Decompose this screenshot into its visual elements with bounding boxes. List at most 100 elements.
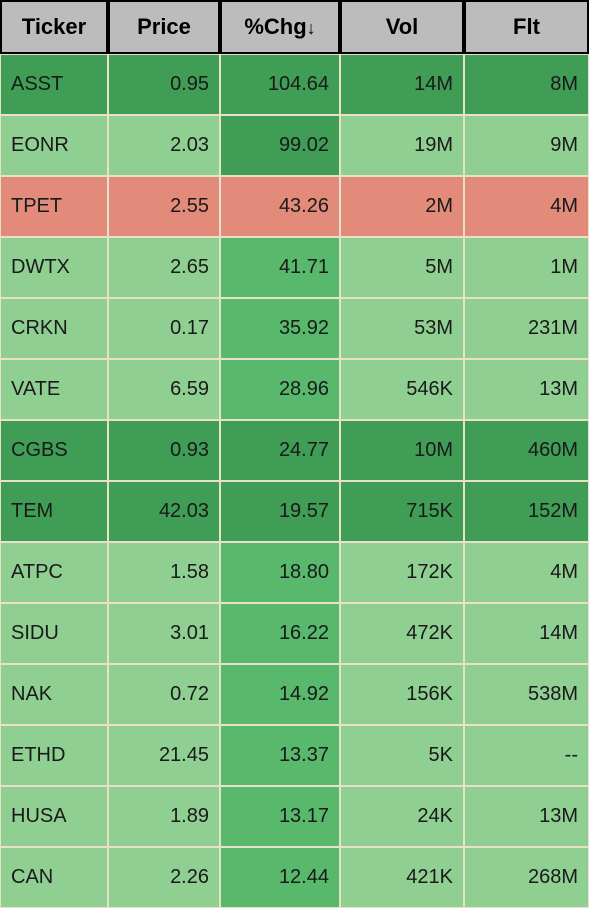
- table-row[interactable]: DWTX2.6541.715M1M: [0, 237, 589, 298]
- vol-value: 2M: [425, 195, 453, 217]
- header-chg[interactable]: %Chg↓: [220, 0, 340, 54]
- chg-cell: 16.22: [220, 603, 340, 664]
- table-row[interactable]: NAK 0.7214.92 156K 538M: [0, 664, 589, 725]
- chg-value: 24.77: [279, 439, 329, 461]
- table-row[interactable]: TEM42.0319.57715K152M: [0, 481, 589, 542]
- flt-value: --: [565, 744, 578, 766]
- chg-cell: 14.92: [220, 664, 340, 725]
- table-row[interactable]: SIDU3.0116.22472K14M: [0, 603, 589, 664]
- flt-cell: 152M: [464, 481, 589, 542]
- price-cell: 1.58: [108, 542, 220, 603]
- flt-cell: 1M: [464, 237, 589, 298]
- chg-cell: 18.80: [220, 542, 340, 603]
- ticker-cell[interactable]: ETHD: [0, 725, 108, 786]
- ticker-cell[interactable]: TEM: [0, 481, 108, 542]
- table-row[interactable]: HUSA1.8913.1724K13M: [0, 786, 589, 847]
- price-cell: 0.72: [108, 664, 220, 725]
- ticker-value: DWTX: [11, 256, 70, 278]
- ticker-value: TEM: [11, 500, 53, 522]
- flt-value: 13M: [539, 378, 578, 400]
- price-value: 0.93: [170, 439, 209, 461]
- ticker-cell[interactable]: VATE: [0, 359, 108, 420]
- ticker-cell[interactable]: DWTX: [0, 237, 108, 298]
- flt-value: 538M: [528, 683, 578, 705]
- header-vol[interactable]: Vol: [340, 0, 464, 54]
- vol-cell: 715K: [340, 481, 464, 542]
- header-row: Ticker Price %Chg↓ Vol Flt: [0, 0, 589, 54]
- table-row[interactable]: CRKN0.1735.9253M231M: [0, 298, 589, 359]
- chg-value: 43.26: [279, 195, 329, 217]
- ticker-cell[interactable]: CAN: [0, 847, 108, 908]
- flt-value: 152M: [528, 500, 578, 522]
- flt-value: 268M: [528, 866, 578, 888]
- price-cell: 2.65: [108, 237, 220, 298]
- ticker-value: VATE: [11, 378, 60, 400]
- header-price-label: Price: [137, 14, 191, 39]
- price-value: 2.26: [170, 866, 209, 888]
- table-row[interactable]: TPET 2.55 43.26 2M 4M: [0, 176, 589, 237]
- header-chg-label: %Chg: [244, 14, 306, 39]
- vol-value: 53M: [414, 317, 453, 339]
- ticker-cell[interactable]: ATPC: [0, 542, 108, 603]
- table-row[interactable]: EONR2.0399.0219M9M: [0, 115, 589, 176]
- chg-cell: 35.92: [220, 298, 340, 359]
- price-cell: 2.26: [108, 847, 220, 908]
- price-cell: 2.03: [108, 115, 220, 176]
- header-flt-label: Flt: [513, 14, 540, 39]
- ticker-cell[interactable]: TPET: [0, 176, 108, 237]
- price-cell: 2.55: [108, 176, 220, 237]
- vol-cell: 546K: [340, 359, 464, 420]
- price-value: 2.55: [170, 195, 209, 217]
- chg-value: 13.37: [279, 744, 329, 766]
- price-value: 42.03: [159, 500, 209, 522]
- ticker-cell[interactable]: NAK: [0, 664, 108, 725]
- vol-value: 24K: [417, 805, 453, 827]
- table-body: ASST0.95104.6414M8MEONR2.0399.0219M9MTPE…: [0, 54, 589, 908]
- chg-value: 16.22: [279, 622, 329, 644]
- chg-cell: 13.37: [220, 725, 340, 786]
- ticker-cell[interactable]: EONR: [0, 115, 108, 176]
- chg-value: 12.44: [279, 866, 329, 888]
- table-row[interactable]: CGBS0.9324.7710M460M: [0, 420, 589, 481]
- ticker-value: CRKN: [11, 317, 68, 339]
- vol-value: 156K: [406, 683, 453, 705]
- ticker-cell[interactable]: HUSA: [0, 786, 108, 847]
- price-cell: 6.59: [108, 359, 220, 420]
- flt-cell: 231M: [464, 298, 589, 359]
- flt-cell: 13M: [464, 786, 589, 847]
- vol-cell: 156K: [340, 664, 464, 725]
- ticker-cell[interactable]: CRKN: [0, 298, 108, 359]
- vol-value: 5M: [425, 256, 453, 278]
- price-cell: 0.95: [108, 54, 220, 115]
- ticker-value: HUSA: [11, 805, 67, 827]
- table-row[interactable]: CAN2.2612.44421K268M: [0, 847, 589, 908]
- chg-value: 104.64: [268, 73, 329, 95]
- chg-cell: 28.96: [220, 359, 340, 420]
- ticker-cell[interactable]: CGBS: [0, 420, 108, 481]
- vol-cell: 5K: [340, 725, 464, 786]
- table-row[interactable]: VATE 6.59 28.96 546K 13M: [0, 359, 589, 420]
- header-flt[interactable]: Flt: [464, 0, 589, 54]
- ticker-value: NAK: [11, 683, 52, 705]
- vol-value: 172K: [406, 561, 453, 583]
- table-row[interactable]: ASST0.95104.6414M8M: [0, 54, 589, 115]
- vol-cell: 53M: [340, 298, 464, 359]
- chg-cell: 12.44: [220, 847, 340, 908]
- flt-cell: 9M: [464, 115, 589, 176]
- ticker-value: ETHD: [11, 744, 65, 766]
- ticker-value: EONR: [11, 134, 69, 156]
- ticker-cell[interactable]: SIDU: [0, 603, 108, 664]
- flt-cell: 8M: [464, 54, 589, 115]
- flt-cell: 14M: [464, 603, 589, 664]
- ticker-cell[interactable]: ASST: [0, 54, 108, 115]
- vol-value: 10M: [414, 439, 453, 461]
- flt-value: 8M: [550, 73, 578, 95]
- vol-cell: 10M: [340, 420, 464, 481]
- chg-value: 28.96: [279, 378, 329, 400]
- flt-value: 4M: [550, 195, 578, 217]
- flt-cell: 4M: [464, 176, 589, 237]
- header-ticker[interactable]: Ticker: [0, 0, 108, 54]
- header-price[interactable]: Price: [108, 0, 220, 54]
- table-row[interactable]: ATPC1.5818.80172K4M: [0, 542, 589, 603]
- table-row[interactable]: ETHD21.4513.375K--: [0, 725, 589, 786]
